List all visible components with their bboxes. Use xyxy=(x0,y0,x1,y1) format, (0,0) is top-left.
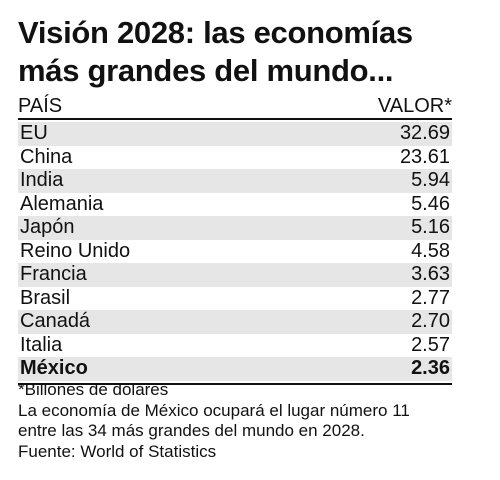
table-row: Brasil 2.77 xyxy=(18,287,452,311)
table-row: EU 32.69 xyxy=(18,122,452,146)
note-line-1: La economía de México ocupará el lugar n… xyxy=(18,400,410,420)
table-bottom-rule xyxy=(18,382,452,385)
note-line-2: entre las 34 más grandes del mundo en 20… xyxy=(18,421,365,440)
country-name: Canadá xyxy=(20,310,91,332)
country-value: 5.16 xyxy=(411,216,450,238)
country-value: 2.36 xyxy=(411,357,450,379)
table-row: Japón 5.16 xyxy=(18,216,452,240)
country-value: 5.94 xyxy=(411,169,450,191)
country-name: Francia xyxy=(20,263,87,285)
country-name: India xyxy=(20,169,64,191)
economies-table: PAÍS VALOR* EU 32.69 China 23.61 India 5.94 Al… xyxy=(18,92,452,385)
country-value: 4.58 xyxy=(411,239,450,262)
country-name: China xyxy=(20,145,73,168)
table-body: EU 32.69 China 23.61 India 5.94 Alemania 5.46 Ja… xyxy=(18,122,452,381)
country-name: Reino Unido xyxy=(20,239,131,262)
table-row: Reino Unido 4.58 xyxy=(18,240,452,264)
table-row: Alemania 5.46 xyxy=(18,193,452,217)
country-name: Alemania xyxy=(20,192,104,215)
title-line-1: Visión 2028: las economías xyxy=(18,15,413,50)
table-row: Canadá 2.70 xyxy=(18,310,452,334)
column-header-value: VALOR* xyxy=(377,95,452,117)
country-value: 32.69 xyxy=(399,122,450,144)
country-name: Japón xyxy=(20,216,75,238)
country-name: EU xyxy=(20,122,48,144)
country-value: 2.57 xyxy=(411,333,450,356)
country-value: 2.70 xyxy=(411,310,450,332)
table-row: China 23.61 xyxy=(18,146,452,170)
country-value: 5.46 xyxy=(411,192,450,215)
country-value: 2.77 xyxy=(411,286,450,309)
country-name: Italia xyxy=(20,333,63,356)
country-value: 23.61 xyxy=(399,145,450,168)
table-row: India 5.94 xyxy=(18,169,452,193)
footnotes: *Billones de dólares La economía de Méxi… xyxy=(18,380,478,462)
chart-title: Visión 2028: las economías más grandes d… xyxy=(18,14,478,90)
table-row: Italia 2.57 xyxy=(18,334,452,358)
title-line-2: más grandes del mundo... xyxy=(18,53,394,88)
unit-note: *Billones de dólares xyxy=(18,380,169,399)
country-name: Brasil xyxy=(20,286,71,309)
source-note: Fuente: World of Statistics xyxy=(18,441,217,461)
table-row: Francia 3.63 xyxy=(18,263,452,287)
table-row: México 2.36 xyxy=(18,357,452,381)
country-name: México xyxy=(20,357,88,379)
column-header-country: PAÍS xyxy=(18,95,63,117)
table-header: PAÍS VALOR* xyxy=(18,92,452,120)
country-value: 3.63 xyxy=(411,263,450,285)
